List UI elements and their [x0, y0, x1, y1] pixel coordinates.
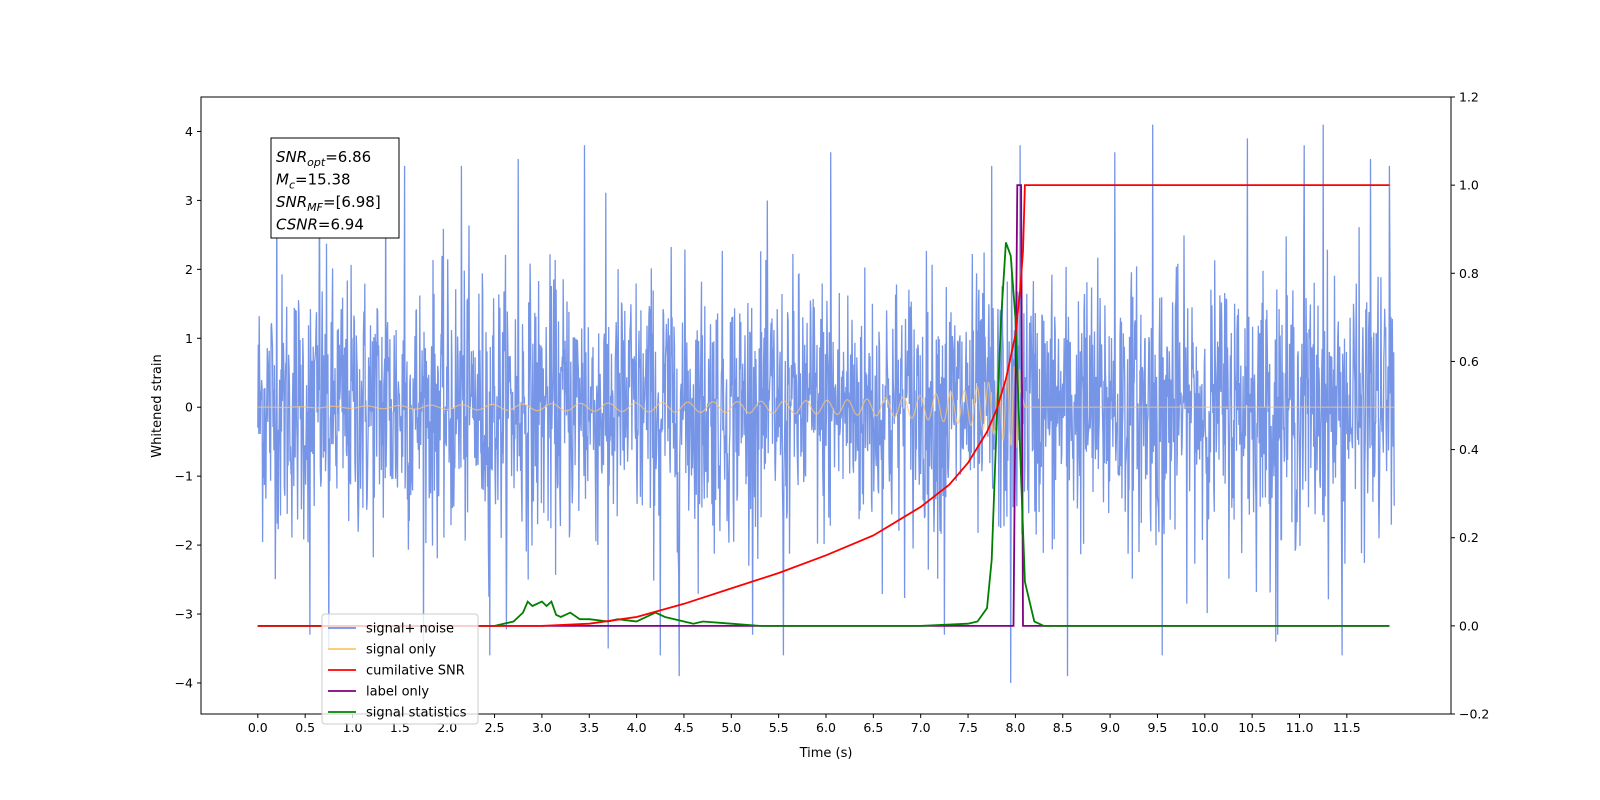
y-tick-label: −4 [175, 675, 193, 690]
x-tick-label: 8.0 [1005, 720, 1025, 735]
y2-tick-label: 0.6 [1459, 354, 1479, 369]
x-tick-label: 7.0 [911, 720, 931, 735]
series-signal-noise-line [257, 124, 1395, 684]
series-signal-only-line [257, 366, 1395, 449]
x-tick-label: 3.0 [532, 720, 552, 735]
x-tick-label: 9.0 [1100, 720, 1120, 735]
annotation-line: Mc=15.38 [276, 171, 351, 192]
y-tick-label: 1 [185, 331, 193, 346]
series-cumulative-snr-line [257, 184, 1390, 627]
y2-tick-label: 1.0 [1459, 178, 1479, 193]
y-tick-label: 3 [185, 193, 193, 208]
y-tick-label: −1 [175, 469, 193, 484]
legend-label: signal only [366, 643, 436, 658]
x-tick-label: 4.5 [674, 720, 694, 735]
annotation-frame [270, 137, 400, 239]
x-tick-label: 4.0 [627, 720, 647, 735]
legend: signal+ noise signal only cumilative SNR la… [321, 613, 479, 725]
y2-tick-label: 0.4 [1459, 442, 1479, 457]
y-tick-label: −2 [175, 538, 193, 553]
legend-label: cumilative SNR [366, 664, 465, 679]
annotation-line: SNRMF=[6.98] [276, 193, 381, 214]
y-axis-left: −4 −3 −2 −1 0 1 2 3 4 [175, 124, 201, 690]
x-tick-label: 0.5 [295, 720, 315, 735]
y2-tick-label: 1.2 [1459, 90, 1479, 105]
x-tick-label: 3.5 [579, 720, 599, 735]
y-tick-label: −3 [175, 607, 193, 622]
y2-tick-label: 0.8 [1459, 266, 1479, 281]
x-tick-label: 11.5 [1333, 720, 1361, 735]
x-tick-label: 6.0 [816, 720, 836, 735]
x-tick-label: 10.5 [1238, 720, 1266, 735]
x-axis: 0.0 0.5 1.0 1.5 2.0 2.5 3.0 3.5 4.0 4.5 5.0 5.5 6.0 6… [248, 714, 1361, 735]
y2-tick-label: −0.2 [1459, 707, 1489, 722]
x-tick-label: 0.0 [248, 720, 268, 735]
x-tick-label: 8.5 [1053, 720, 1073, 735]
legend-label: signal statistics [366, 706, 467, 721]
legend-frame [321, 613, 479, 725]
legend-label: signal+ noise [366, 622, 454, 637]
x-tick-label: 10.0 [1191, 720, 1219, 735]
y-axis-right: −0.2 0.0 0.2 0.4 0.6 0.8 1.0 1.2 [1451, 90, 1489, 722]
y-axis-label: Whitened strain [150, 354, 165, 457]
series-layer [257, 124, 1395, 684]
x-tick-label: 5.5 [769, 720, 789, 735]
y-tick-label: 2 [185, 262, 193, 277]
x-tick-label: 7.5 [958, 720, 978, 735]
x-tick-label: 11.0 [1286, 720, 1314, 735]
series-signal-statistics-line [257, 242, 1390, 627]
annotation-line: SNRopt=6.86 [276, 148, 371, 169]
y2-tick-label: 0.2 [1459, 530, 1479, 545]
y-tick-label: 0 [185, 400, 193, 415]
x-axis-label: Time (s) [799, 746, 853, 761]
legend-label: label only [366, 685, 429, 700]
y2-tick-label: 0.0 [1459, 618, 1479, 633]
y-tick-label: 4 [185, 124, 193, 139]
annotation-line: CSNR=6.94 [276, 216, 364, 234]
x-tick-label: 9.5 [1147, 720, 1167, 735]
x-tick-label: 5.0 [721, 720, 741, 735]
x-tick-label: 6.5 [863, 720, 883, 735]
x-tick-label: 2.5 [485, 720, 505, 735]
